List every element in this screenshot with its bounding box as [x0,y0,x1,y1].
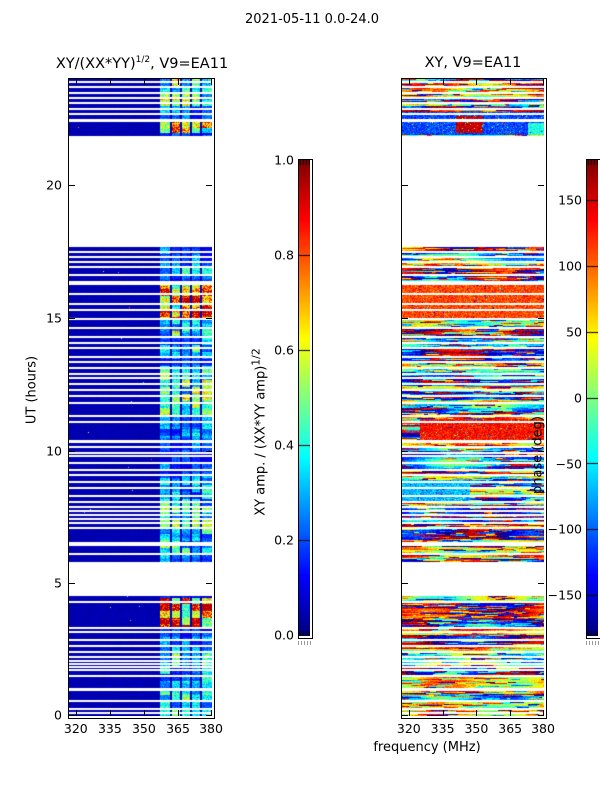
x-tick-label: 335 [97,721,122,736]
y-tick-mark [69,185,75,187]
y-tick-mark [402,317,408,319]
left-colorbar [298,159,313,639]
y-tick-mark [69,583,75,585]
x-tick-mark [442,79,444,85]
right-colorbar-canvas [587,160,598,636]
y-tick-label: 20 [46,177,62,193]
colorbar-tick-label: 0.4 [274,437,294,453]
right-heatmap-panel [401,78,547,719]
x-tick-mark [109,710,111,716]
y-tick-mark [538,583,544,585]
y-tick-label: 15 [46,310,62,326]
x-tick-mark [442,710,444,716]
right-colorbar [586,159,600,639]
left-colorbar-canvas [299,160,310,636]
left-panel-title-rest: , V9=EA11 [150,55,229,72]
y-tick-mark [402,583,408,585]
x-tick-label: 350 [131,721,156,736]
left-heatmap-canvas [69,79,212,716]
x-tick-mark [143,79,145,85]
colorbar-tick-label: −50 [555,456,582,471]
left-colorbar-overflow-marks [298,641,312,645]
x-tick-mark [510,710,512,716]
y-tick-mark [538,317,544,319]
x-tick-label: 320 [63,721,88,736]
left-panel-title: XY/(XX*YY)1/2, V9=EA11 [56,55,228,72]
y-tick-mark [69,317,75,319]
x-tick-label: 335 [430,721,455,736]
y-tick-mark [538,715,544,716]
y-tick-mark [538,185,544,187]
x-tick-label: 365 [498,721,523,736]
colorbar-tick-label: 1.0 [274,152,294,168]
x-tick-mark [178,79,179,85]
figure-title: 2021-05-11 0.0-24.0 [245,12,379,27]
x-tick-mark [543,710,544,716]
left-colorbar-label: XY amp. / (XX*YY amp)1/2 [249,348,268,515]
y-tick-mark [538,450,544,452]
x-tick-mark [109,79,111,85]
y-tick-mark [206,185,212,187]
colorbar-tick-label: 0.6 [274,342,294,358]
x-axis-label: frequency (MHz) [373,740,481,755]
y-axis-label: UT (hours) [24,355,40,425]
x-tick-label: 380 [531,721,555,736]
left-panel-title-exponent: 1/2 [135,55,151,65]
y-tick-mark [206,715,212,716]
x-tick-mark [75,710,77,716]
colorbar-tick-label: 0.8 [274,247,294,263]
left-heatmap-panel [68,78,215,719]
x-tick-mark [408,79,410,85]
right-colorbar-label: phase (deg) [530,415,546,495]
y-tick-label: 5 [54,575,62,591]
colorbar-tick-label: 150 [558,192,582,208]
colorbar-tick-label: 0.0 [274,627,294,643]
x-tick-mark [408,710,410,716]
y-tick-mark [402,450,408,452]
y-tick-label: 0 [54,707,62,723]
y-tick-mark [402,715,408,716]
y-tick-label: 10 [46,443,62,459]
x-tick-mark [211,710,212,716]
x-tick-mark [476,710,478,716]
y-tick-mark [69,450,75,452]
x-tick-mark [211,79,212,85]
x-tick-label: 320 [396,721,421,736]
x-tick-mark [143,710,145,716]
colorbar-tick-label: −100 [547,521,582,537]
x-tick-mark [476,79,478,85]
y-tick-mark [206,583,212,585]
x-tick-mark [510,79,512,85]
right-panel-title: XY, V9=EA11 [424,55,522,71]
x-tick-mark [543,79,544,85]
x-tick-mark [75,79,77,85]
right-heatmap-canvas [402,79,544,716]
left-panel-title-base: XY/(XX*YY) [55,55,136,72]
x-tick-label: 350 [464,721,489,736]
y-tick-mark [69,715,75,716]
colorbar-tick-label: −150 [547,587,582,603]
y-tick-mark [206,317,212,319]
colorbar-tick-label: 100 [558,258,582,274]
y-tick-mark [206,450,212,452]
x-tick-label: 365 [166,721,190,736]
right-colorbar-overflow-marks [586,641,600,645]
x-tick-mark [178,710,179,716]
y-tick-mark [402,185,408,187]
x-tick-label: 380 [199,721,223,736]
colorbar-tick-label: 0 [574,390,582,405]
colorbar-tick-label: 50 [566,324,582,339]
colorbar-tick-label: 0.2 [274,532,294,548]
